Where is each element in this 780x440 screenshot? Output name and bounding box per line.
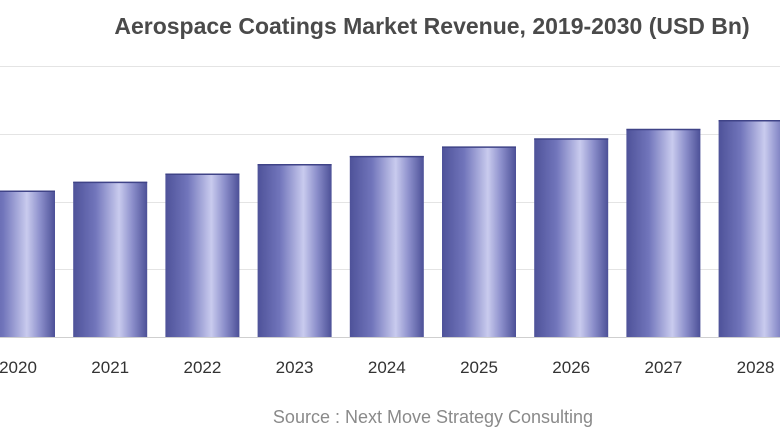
- x-tick-label-2026: 2026: [552, 358, 590, 377]
- bar-body: [257, 164, 332, 337]
- bar-body: [73, 181, 148, 337]
- x-axis-tick-labels: 2020 2021 2022 2023 2024 2025 2026 2027 2028: [0, 358, 775, 377]
- source-note: Source : Next Move Strategy Consulting: [273, 407, 593, 427]
- x-tick-label-2027: 2027: [644, 358, 682, 377]
- bar-2022: [165, 173, 240, 337]
- x-tick-label-2025: 2025: [460, 358, 498, 377]
- bar-body: [442, 146, 516, 337]
- x-tick-label-2020: 2020: [0, 358, 37, 377]
- x-tick-label-2022: 2022: [183, 358, 221, 377]
- bar-2026: [534, 138, 609, 337]
- bars: [0, 119, 780, 337]
- x-tick-label-2024: 2024: [368, 358, 406, 377]
- x-tick-label-2028: 2028: [737, 358, 775, 377]
- bar-2020: [0, 190, 55, 337]
- bar-body: [534, 138, 609, 337]
- bar-2027: [626, 128, 701, 337]
- bar-2024: [349, 155, 424, 337]
- bar-body: [0, 190, 55, 337]
- bar-body: [626, 129, 701, 337]
- bar-2028: [718, 119, 780, 337]
- x-tick-label-2021: 2021: [91, 358, 129, 377]
- chart-title: Aerospace Coatings Market Revenue, 2019-…: [114, 13, 749, 39]
- bar-2023: [257, 163, 332, 337]
- x-tick-label-2023: 2023: [276, 358, 314, 377]
- bar-2025: [442, 146, 516, 337]
- bar-body: [349, 156, 424, 337]
- bar-2021: [73, 181, 148, 337]
- bar-body: [165, 173, 240, 337]
- bar-body: [718, 120, 780, 337]
